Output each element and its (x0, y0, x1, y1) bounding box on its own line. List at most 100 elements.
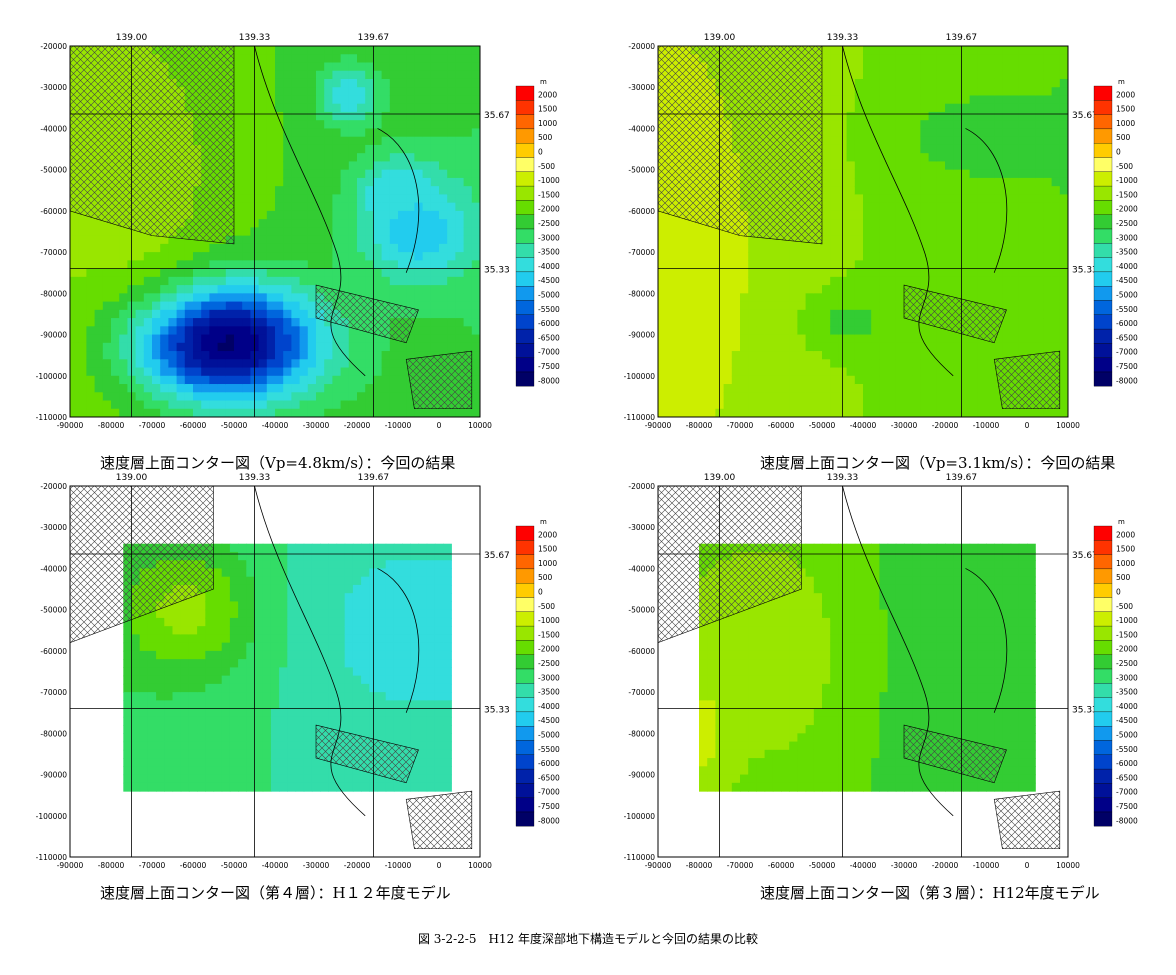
heatmap-cell (365, 70, 374, 80)
heatmap-cell (912, 103, 921, 113)
heatmap-cell (373, 153, 383, 163)
heatmap-cell (666, 243, 675, 253)
heatmap-cell (977, 384, 987, 393)
heatmap-cell (969, 128, 979, 138)
heatmap-cell (912, 210, 921, 220)
heatmap-cell (275, 219, 284, 228)
heatmap-cell (1059, 400, 1068, 410)
heatmap-cell (690, 252, 700, 261)
heatmap-cell (430, 301, 440, 311)
heatmap-cell (414, 153, 424, 163)
heatmap-cell (658, 293, 667, 303)
heatmap-cell (699, 260, 708, 270)
heatmap-cell (160, 268, 169, 278)
heatmap-cell (1010, 95, 1020, 105)
heatmap-cell (389, 400, 399, 410)
heatmap-cell (920, 400, 930, 410)
heatmap-cell (316, 375, 325, 385)
heatmap-cell (977, 62, 987, 72)
heatmap-cell (348, 219, 358, 228)
heatmap-cell (986, 235, 995, 245)
heatmap-cell (291, 235, 301, 245)
heatmap-cell (797, 293, 807, 303)
heatmap-cell (463, 318, 473, 327)
heatmap-cell (830, 62, 839, 72)
heatmap-cell (666, 235, 675, 245)
heatmap-cell (78, 351, 87, 360)
heatmap-cell (666, 260, 675, 270)
heatmap-cell (258, 219, 268, 228)
heatmap-cell (756, 384, 766, 393)
heatmap-cell (275, 210, 284, 220)
heatmap-cell (961, 87, 971, 97)
heatmap-cell (471, 252, 480, 261)
heatmap-cell (961, 392, 971, 402)
heatmap-cell (471, 260, 480, 270)
legend-swatch (1093, 200, 1113, 215)
heatmap-cell (234, 351, 243, 360)
heatmap-cell (1043, 252, 1053, 261)
heatmap-cell (156, 749, 165, 759)
heatmap-cell (1051, 285, 1061, 294)
heatmap-cell (406, 400, 415, 410)
heatmap-cell (986, 227, 995, 237)
heatmap-cell (291, 318, 301, 327)
heatmap-cell (414, 169, 424, 179)
heatmap-cell (176, 293, 186, 303)
x-tick-label: 0 (437, 421, 442, 430)
heatmap-cell (111, 367, 120, 377)
heatmap-cell (731, 326, 741, 336)
heatmap-cell (822, 400, 831, 410)
heatmap-cell (102, 276, 112, 286)
heatmap-cell (455, 293, 465, 303)
heatmap-cell (953, 285, 962, 294)
heatmap-cell (205, 593, 215, 603)
heatmap-cell (422, 186, 432, 195)
heatmap-cell (772, 235, 782, 245)
heatmap-cell (414, 285, 424, 294)
heatmap-cell (699, 318, 708, 327)
heatmap-cell (406, 186, 415, 195)
heatmap-cell (1018, 54, 1028, 64)
heatmap-cell (863, 169, 872, 179)
heatmap-cell (895, 87, 905, 97)
heatmap-cell (674, 227, 684, 237)
heatmap-cell (152, 326, 161, 336)
heatmap-cell (936, 46, 946, 55)
heatmap-cell (879, 235, 889, 245)
heatmap-cell (969, 408, 979, 417)
heatmap-cell (180, 692, 190, 701)
heatmap-cell (1043, 243, 1053, 253)
heatmap-cell (406, 87, 415, 97)
heatmap-cell (291, 400, 301, 410)
heatmap-cell (854, 318, 864, 327)
heatmap-cell (658, 243, 667, 253)
heatmap-cell (977, 153, 987, 163)
heatmap-cell (234, 70, 243, 80)
legend-label: 2000 (538, 90, 557, 99)
legend-swatch (515, 200, 535, 215)
heatmap-cell (205, 650, 215, 660)
heatmap-cell (111, 384, 120, 393)
heatmap-cell (674, 268, 684, 278)
heatmap-cell (830, 54, 839, 64)
heatmap-cell (961, 186, 971, 195)
heatmap-cell (193, 293, 202, 303)
heatmap-cell (871, 260, 880, 270)
heatmap-cell (1059, 252, 1068, 261)
heatmap-cell (904, 260, 913, 270)
heatmap-cell (658, 219, 667, 228)
heatmap-cell (365, 103, 374, 113)
heatmap-cell (666, 210, 675, 220)
heatmap-cell (471, 144, 480, 154)
heatmap-cell (912, 326, 921, 336)
heatmap-cell (781, 309, 790, 319)
heatmap-cell (895, 111, 905, 121)
heatmap-cell (699, 243, 708, 253)
heatmap-cell (789, 384, 798, 393)
heatmap-cell (414, 276, 424, 286)
heatmap-cell (772, 268, 782, 278)
heatmap-cell (299, 169, 309, 179)
heatmap-cell (332, 243, 342, 253)
heatmap-cell (172, 700, 182, 710)
